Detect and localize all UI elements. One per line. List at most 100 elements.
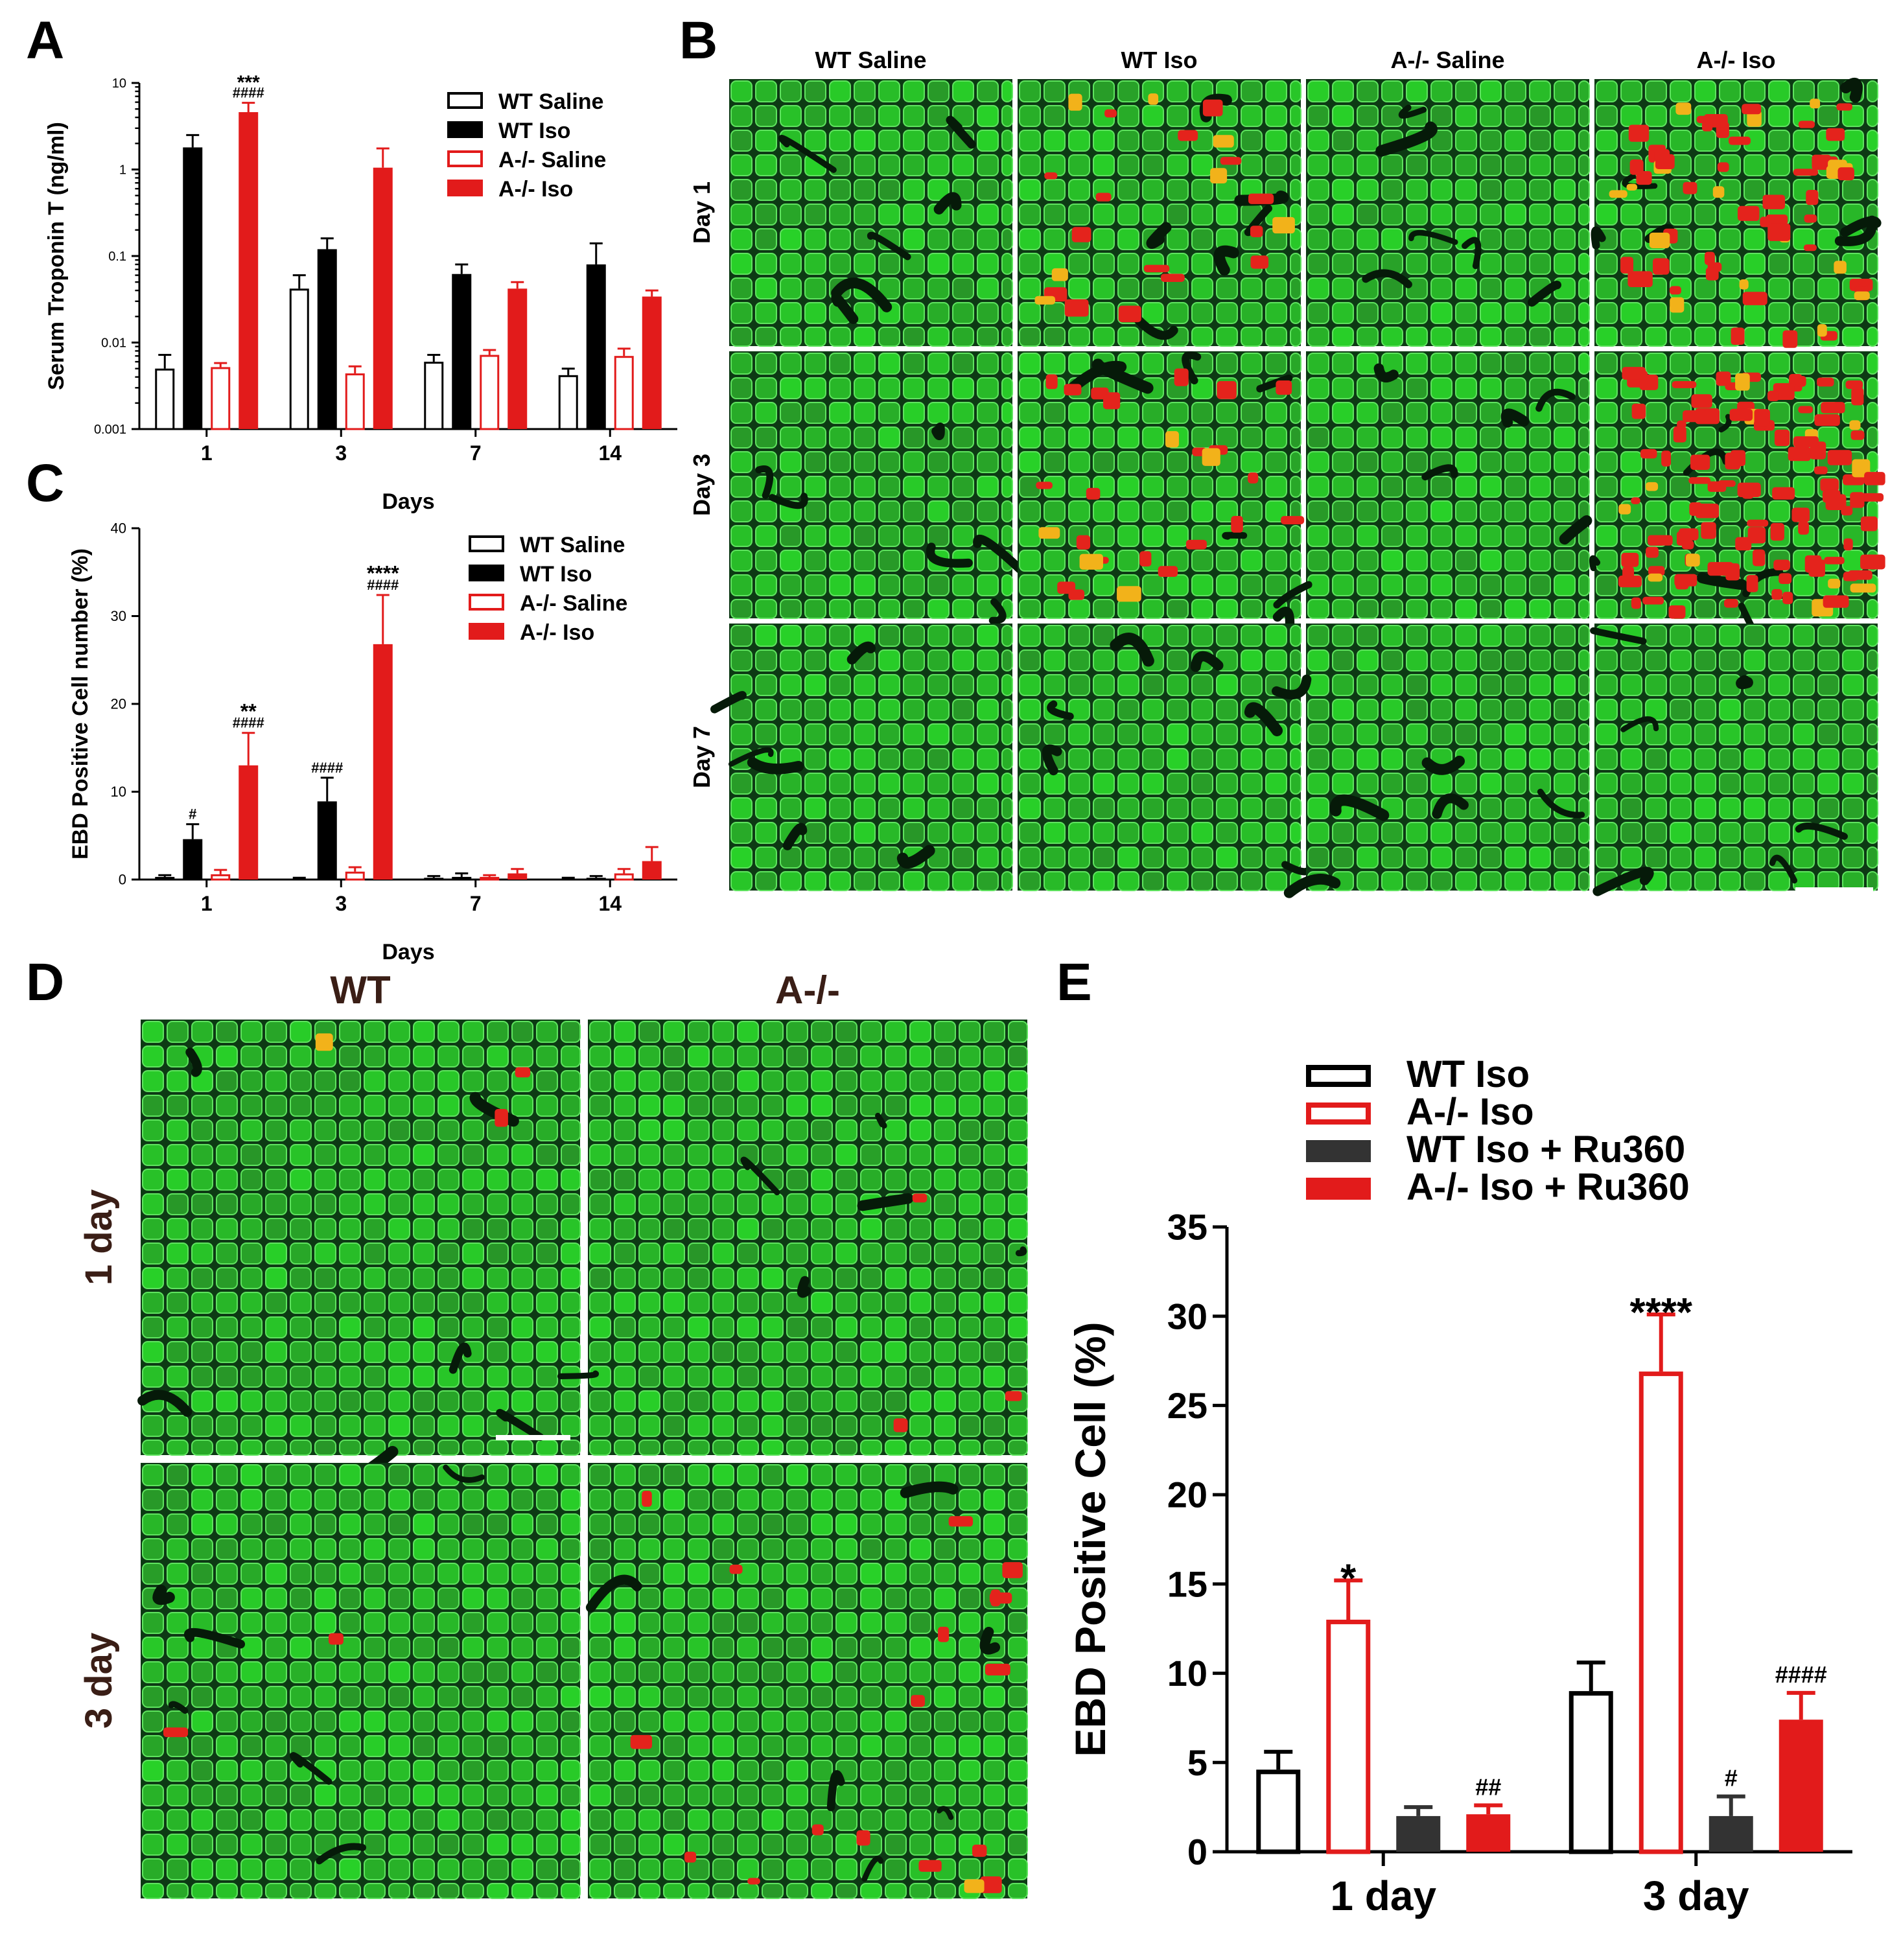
micrograph-background xyxy=(1018,79,1301,346)
y-tick-label: 1 xyxy=(119,163,126,178)
ebd-positive-cell xyxy=(1178,130,1198,141)
ebd-positive-cell xyxy=(1834,261,1847,274)
y-tick-label: 0.1 xyxy=(108,250,126,264)
bar-wt-saline xyxy=(155,876,175,881)
bar-a-iso xyxy=(642,861,662,880)
significance-mark: #### xyxy=(233,85,264,101)
ebd-positive-cell xyxy=(1825,494,1847,511)
ebd-positive-cell xyxy=(1068,589,1085,600)
ebd-positive-cell xyxy=(1735,537,1752,551)
ebd-positive-cell xyxy=(1654,149,1670,161)
legend-label: WT Saline xyxy=(520,533,625,557)
ebd-positive-cell xyxy=(1817,377,1834,387)
ebd-positive-cell xyxy=(1850,430,1865,440)
ebd-positive-cell xyxy=(1707,562,1734,576)
micrograph-3-day-wt xyxy=(141,1463,581,1899)
ebd-positive-cell xyxy=(1231,516,1243,533)
ebd-positive-cell xyxy=(1002,1562,1023,1578)
ebd-positive-cell xyxy=(1695,504,1715,519)
micrograph-day-1-a-iso xyxy=(1591,78,1882,348)
ebd-positive-cell xyxy=(1850,583,1876,593)
ebd-positive-cell xyxy=(1828,159,1847,170)
bar-wt-iso-ru360 xyxy=(1709,1815,1753,1852)
micrograph-day-3-a-iso xyxy=(1589,351,1885,631)
y-tick-label: 0.01 xyxy=(101,336,126,351)
panel-label-b: B xyxy=(679,11,718,70)
ebd-positive-cell xyxy=(1827,450,1852,465)
ebd-positive-cell xyxy=(1770,522,1784,541)
panel-label-a: A xyxy=(26,11,65,70)
ebd-positive-cell xyxy=(1703,114,1728,128)
ebd-positive-cell xyxy=(1747,527,1766,544)
micrograph-background xyxy=(1306,79,1589,346)
ebd-positive-cell xyxy=(1683,181,1697,194)
ebd-positive-cell xyxy=(1076,535,1091,550)
ebd-positive-cell xyxy=(1217,381,1237,399)
ebd-positive-cell xyxy=(1629,159,1644,175)
ebd-positive-cell xyxy=(1695,503,1720,519)
bar-a-iso-ru360 xyxy=(1466,1814,1511,1852)
ebd-positive-cell xyxy=(1803,244,1817,251)
ebd-positive-cell xyxy=(1705,267,1719,281)
ebd-positive-cell xyxy=(1210,168,1228,184)
ebd-positive-cell xyxy=(1691,394,1712,408)
ebd-positive-cell xyxy=(1678,528,1699,541)
bar-a-iso xyxy=(373,167,393,429)
legend-label: WT Saline xyxy=(498,89,603,114)
ebd-positive-cell xyxy=(1793,169,1819,176)
micrograph-1-day-wt xyxy=(137,1020,581,1484)
ebd-positive-cell xyxy=(1202,448,1220,466)
ebd-positive-cell xyxy=(989,1592,1012,1604)
ebd-positive-cell xyxy=(1841,506,1853,516)
bar-a-saline xyxy=(345,871,365,881)
ebd-positive-cell xyxy=(1729,136,1751,145)
ebd-positive-cell xyxy=(1685,554,1697,566)
ebd-positive-cell xyxy=(1631,497,1640,504)
ebd-positive-cell xyxy=(1248,193,1274,204)
ebd-positive-cell xyxy=(642,1491,652,1507)
bar-a-saline xyxy=(211,874,231,881)
legend-label: WT Iso + Ru360 xyxy=(1406,1128,1685,1171)
x-tick-label: 7 xyxy=(470,892,482,915)
ebd-positive-cell xyxy=(1064,384,1082,396)
bar-a-iso xyxy=(239,765,259,880)
ebd-positive-cell xyxy=(1766,214,1788,226)
ebd-positive-cell xyxy=(1631,597,1641,609)
micrograph-background xyxy=(1018,624,1301,891)
ebd-positive-cell xyxy=(1849,420,1861,430)
ebd-positive-cell xyxy=(1754,409,1770,426)
y-tick-label: 10 xyxy=(1167,1653,1207,1694)
ebd-positive-cell xyxy=(1653,160,1672,174)
y-tick-label: 35 xyxy=(1167,1207,1207,1248)
ebd-positive-cell xyxy=(1653,258,1670,275)
ebd-positive-cell xyxy=(1821,402,1845,414)
x-tick-label: 1 day xyxy=(1330,1872,1436,1919)
y-tick-label: 25 xyxy=(1167,1385,1207,1426)
bar-wt-saline xyxy=(424,878,444,881)
ebd-positive-cell xyxy=(1849,279,1873,292)
ebd-positive-cell xyxy=(1627,370,1648,388)
micrograph-day-7-a-saline xyxy=(1272,624,1590,898)
ebd-positive-cell xyxy=(1051,268,1068,281)
micrograph-background xyxy=(1306,351,1589,618)
ebd-positive-cell xyxy=(1648,566,1665,576)
x-tick-label: 3 xyxy=(335,441,347,465)
ebd-positive-cell xyxy=(938,1626,950,1642)
ebd-positive-cell xyxy=(1851,388,1864,406)
micrograph-1-day-a xyxy=(557,1020,1028,1456)
ebd-positive-cell xyxy=(1791,508,1810,522)
y-axis-label: EBD Positive Cell (%) xyxy=(1066,1322,1114,1756)
ebd-positive-cell xyxy=(1674,574,1697,587)
ebd-positive-cell xyxy=(1717,162,1729,172)
ebd-positive-cell xyxy=(1681,540,1694,550)
ebd-positive-cell xyxy=(1636,170,1652,185)
ebd-positive-cell xyxy=(1663,228,1678,244)
micrograph-3-day-a xyxy=(585,1463,1028,1899)
ebd-positive-cell xyxy=(1068,93,1082,111)
ebd-positive-cell xyxy=(1747,519,1769,527)
ebd-positive-cell xyxy=(1045,374,1058,390)
column-header-a: A-/- xyxy=(775,968,840,1012)
ebd-positive-cell xyxy=(747,1878,760,1885)
